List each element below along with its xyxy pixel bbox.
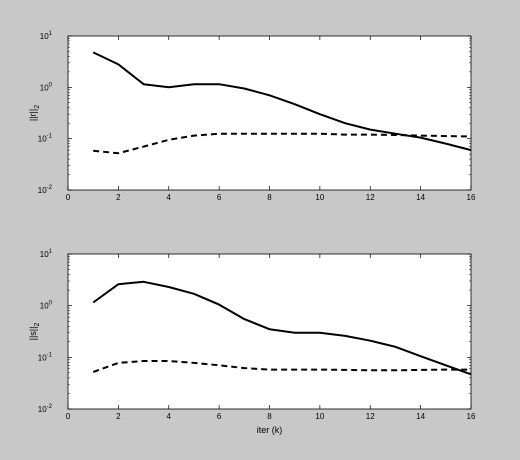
- x-tick-label: 16: [467, 412, 476, 421]
- x-tick-label: 8: [267, 193, 272, 202]
- x-tick-label: 16: [467, 193, 476, 202]
- y-axis-label-main: ||r||: [28, 109, 38, 121]
- y-tick-label: 10-2: [38, 185, 53, 195]
- y-tick-label: 10-2: [38, 404, 53, 414]
- y-axis-label-sub: 2: [34, 323, 41, 327]
- y-tick-exp: 0: [49, 301, 53, 307]
- y-tick-exp: -1: [47, 352, 53, 358]
- y-tick-base: 10: [40, 250, 49, 259]
- y-axis-label: ||s||2: [28, 323, 41, 341]
- x-tick-label: 8: [267, 412, 272, 421]
- y-tick-label: 101: [40, 31, 53, 41]
- y-tick-base: 10: [40, 302, 49, 311]
- x-axis-label: iter (k): [257, 425, 283, 435]
- y-tick-base: 10: [38, 186, 47, 195]
- x-tick-label: 10: [315, 412, 324, 421]
- y-tick-exp: -2: [47, 185, 53, 191]
- y-tick-exp: -2: [47, 404, 53, 410]
- y-tick-base: 10: [38, 353, 47, 362]
- x-tick-label: 6: [217, 193, 222, 202]
- y-tick-base: 10: [38, 405, 47, 414]
- y-axis-label-sub: 2: [34, 105, 41, 109]
- dashed-series-line: [92, 360, 471, 373]
- x-tick-label: 2: [116, 193, 121, 202]
- x-tick-label: 4: [167, 412, 172, 421]
- x-tick-label: 0: [66, 412, 71, 421]
- x-tick-label: 14: [416, 193, 425, 202]
- y-tick-label: 10-1: [38, 134, 53, 144]
- x-tick-label: 10: [315, 193, 324, 202]
- plot-area: [67, 253, 472, 410]
- y-tick-exp: 1: [49, 31, 53, 37]
- y-axis-label-main: ||s||: [28, 327, 38, 341]
- y-tick-label: 100: [40, 82, 53, 92]
- solid-series-line: [92, 51, 472, 152]
- y-tick-base: 10: [38, 135, 47, 144]
- y-tick-label: 100: [40, 301, 53, 311]
- y-tick-exp: -1: [47, 134, 53, 140]
- dashed-series-line: [93, 132, 472, 155]
- x-tick-label: 12: [366, 193, 375, 202]
- y-tick-exp: 1: [49, 249, 53, 255]
- x-tick-label: 2: [116, 412, 121, 421]
- y-tick-label: 101: [40, 249, 53, 259]
- x-tick-label: 14: [416, 412, 425, 421]
- y-tick-base: 10: [40, 32, 49, 41]
- x-tick-label: 6: [217, 412, 222, 421]
- y-axis-label: ||r||2: [28, 105, 41, 121]
- plot-area: [67, 35, 472, 191]
- x-tick-label: 0: [66, 193, 71, 202]
- x-tick-label: 4: [167, 193, 172, 202]
- y-tick-label: 10-1: [38, 352, 53, 362]
- x-tick-label: 12: [366, 412, 375, 421]
- y-tick-base: 10: [40, 83, 49, 92]
- y-tick-exp: 0: [49, 82, 53, 88]
- solid-series-line: [92, 280, 472, 376]
